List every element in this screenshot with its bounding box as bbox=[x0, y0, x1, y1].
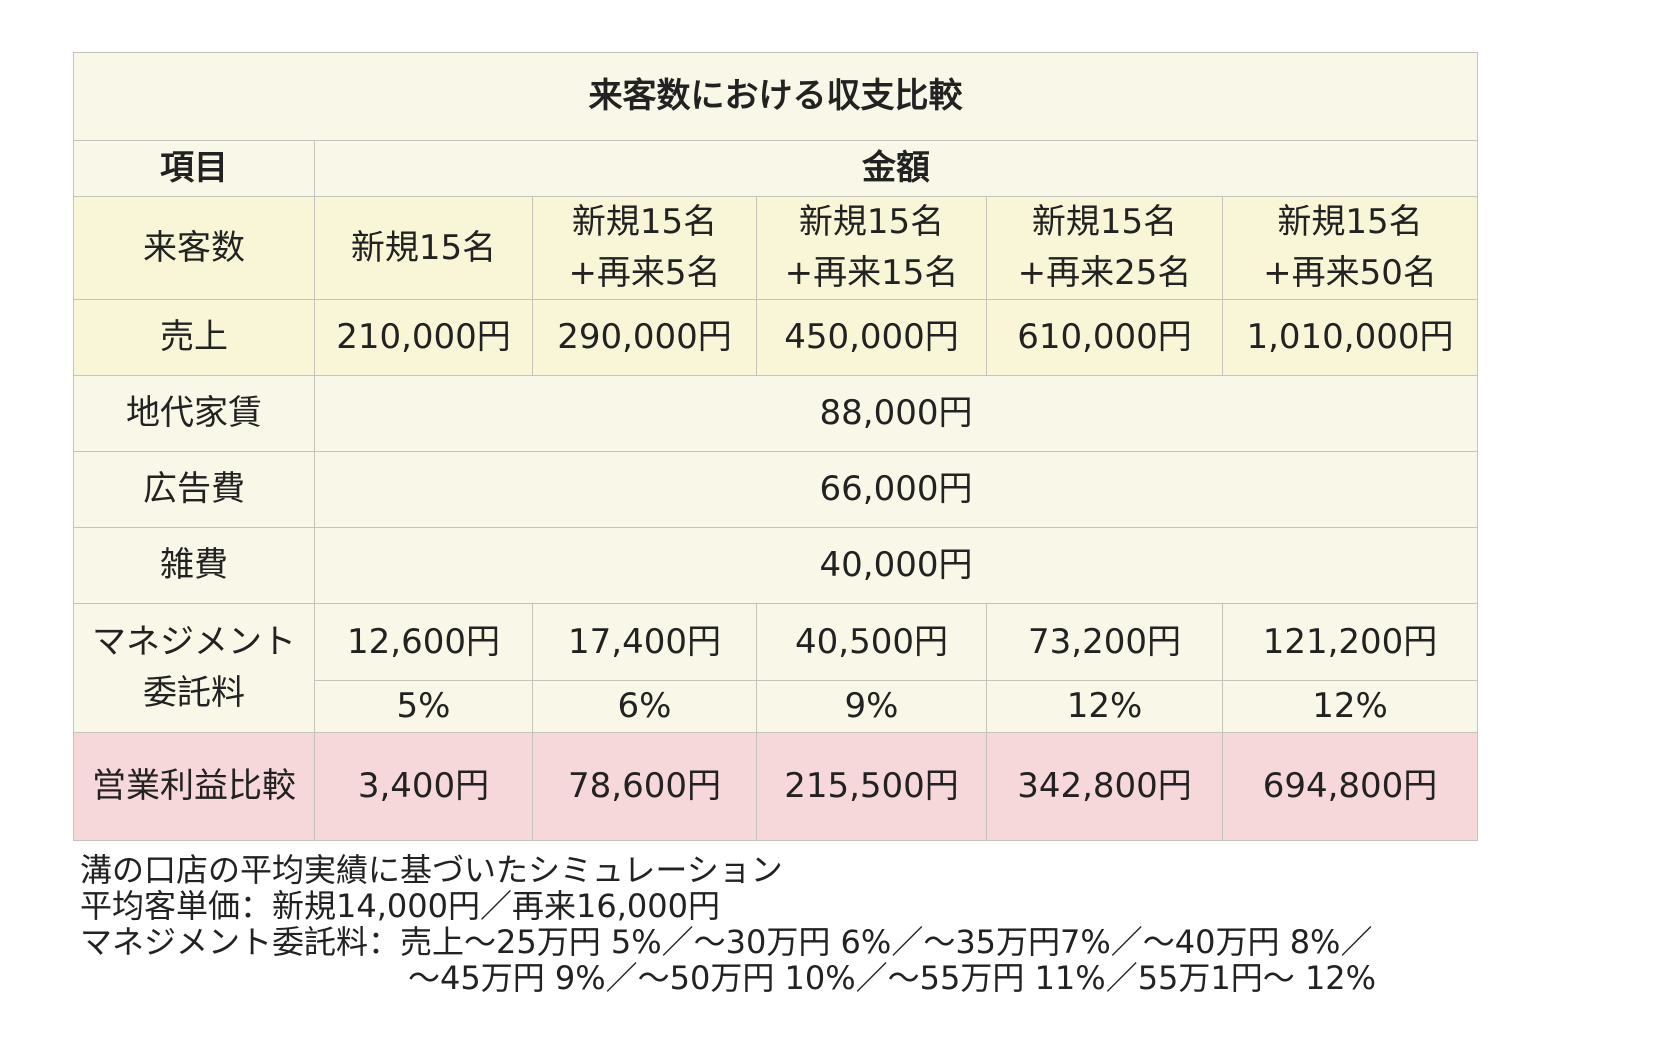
ad-row: 広告費 66,000円 bbox=[73, 451, 1478, 528]
visitors-cell-2: 新規15名 +再来5名 bbox=[532, 196, 757, 300]
management-rate-row: 5% 6% 9% 12% 12% bbox=[74, 680, 1478, 733]
visitors-cell-5-line-1: 新規15名 bbox=[1277, 202, 1423, 242]
visitors-row: 来客数 新規15名 新規15名 +再来5名 新規15名 +再来15名 新規15名… bbox=[73, 196, 1478, 300]
management-fee-row: マネジメント 委託料 12,600円 17,400円 40,500円 73,20… bbox=[73, 603, 1478, 733]
sales-value-3: 450,000円 bbox=[756, 299, 987, 376]
visitors-cell-4: 新規15名 +再来25名 bbox=[986, 196, 1223, 300]
rent-value: 88,000円 bbox=[314, 375, 1478, 452]
header-item: 項目 bbox=[73, 140, 315, 197]
ad-value: 66,000円 bbox=[314, 451, 1478, 528]
management-fee-1: 12,600円 bbox=[314, 603, 533, 681]
operating-profit-5: 694,800円 bbox=[1222, 732, 1478, 841]
operating-profit-1: 3,400円 bbox=[314, 732, 533, 841]
visitors-cell-3-line-2: +再来15名 bbox=[784, 253, 959, 293]
sales-value-2: 290,000円 bbox=[532, 299, 757, 376]
management-fee-label-line-2: 委託料 bbox=[143, 673, 245, 713]
management-fee-2: 17,400円 bbox=[532, 603, 757, 681]
sales-value-5: 1,010,000円 bbox=[1222, 299, 1478, 376]
management-rate-1: 5% bbox=[314, 680, 533, 733]
visitors-cell-1: 新規15名 bbox=[314, 196, 533, 300]
operating-profit-3: 215,500円 bbox=[756, 732, 987, 841]
management-fee-5: 121,200円 bbox=[1222, 603, 1478, 681]
misc-value: 40,000円 bbox=[314, 527, 1478, 604]
management-fee-label-line-1: マネジメント bbox=[92, 622, 296, 662]
table-title: 来客数における収支比較 bbox=[73, 52, 1478, 141]
visitors-cell-3-line-1: 新規15名 bbox=[798, 202, 945, 242]
note-line-2: 平均客単価：新規14,000円／再来16,000円 bbox=[80, 887, 720, 925]
sales-value-1: 210,000円 bbox=[314, 299, 533, 376]
operating-profit-label: 営業利益比較 bbox=[73, 732, 315, 841]
management-fee-label: マネジメント 委託料 bbox=[73, 603, 315, 733]
management-fee-4: 73,200円 bbox=[986, 603, 1223, 681]
visitors-cell-5-line-2: +再来50名 bbox=[1263, 253, 1437, 293]
sales-row: 売上 210,000円 290,000円 450,000円 610,000円 1… bbox=[73, 299, 1478, 376]
header-amount: 金額 bbox=[314, 140, 1478, 197]
ad-label: 広告費 bbox=[73, 451, 315, 528]
visitors-cell-4-line-2: +再来25名 bbox=[1017, 253, 1192, 293]
visitors-cell-2-line-1: 新規15名 bbox=[571, 202, 718, 242]
management-rate-4: 12% bbox=[986, 680, 1223, 733]
management-rate-5: 12% bbox=[1222, 680, 1478, 733]
visitors-label: 来客数 bbox=[73, 196, 315, 300]
income-comparison-table: 来客数における収支比較 項目 金額 来客数 新規15名 新規15名 +再来5名 … bbox=[73, 52, 1478, 841]
rent-label: 地代家賃 bbox=[73, 375, 315, 452]
rent-row: 地代家賃 88,000円 bbox=[73, 375, 1478, 452]
header-row: 項目 金額 bbox=[73, 140, 1478, 197]
misc-label: 雑費 bbox=[73, 527, 315, 604]
note-line-1: 溝の口店の平均実績に基づいたシミュレーション bbox=[80, 851, 783, 889]
operating-profit-2: 78,600円 bbox=[532, 732, 757, 841]
simulation-notes: 溝の口店の平均実績に基づいたシミュレーション 平均客単価：新規14,000円／再… bbox=[80, 852, 1376, 996]
management-rate-3: 9% bbox=[756, 680, 987, 733]
visitors-cell-5: 新規15名 +再来50名 bbox=[1222, 196, 1478, 300]
title-row: 来客数における収支比較 bbox=[73, 52, 1478, 141]
visitors-cell-2-line-2: +再来5名 bbox=[568, 253, 721, 293]
operating-profit-row: 営業利益比較 3,400円 78,600円 215,500円 342,800円 … bbox=[73, 732, 1478, 841]
note-line-4: 〜45万円 9%／〜50万円 10%／〜55万円 11%／55万1円〜 12% bbox=[408, 959, 1377, 997]
visitors-cell-4-line-1: 新規15名 bbox=[1031, 202, 1178, 242]
sales-label: 売上 bbox=[73, 299, 315, 376]
visitors-cell-3: 新規15名 +再来15名 bbox=[756, 196, 987, 300]
note-line-3: マネジメント委託料：売上〜25万円 5%／〜30万円 6%／〜35万円7%／〜4… bbox=[80, 923, 1373, 961]
sales-value-4: 610,000円 bbox=[986, 299, 1223, 376]
operating-profit-4: 342,800円 bbox=[986, 732, 1223, 841]
visitors-cell-1-line-1: 新規15名 bbox=[350, 227, 497, 268]
management-rate-2: 6% bbox=[532, 680, 757, 733]
misc-row: 雑費 40,000円 bbox=[73, 527, 1478, 604]
management-fee-3: 40,500円 bbox=[756, 603, 987, 681]
